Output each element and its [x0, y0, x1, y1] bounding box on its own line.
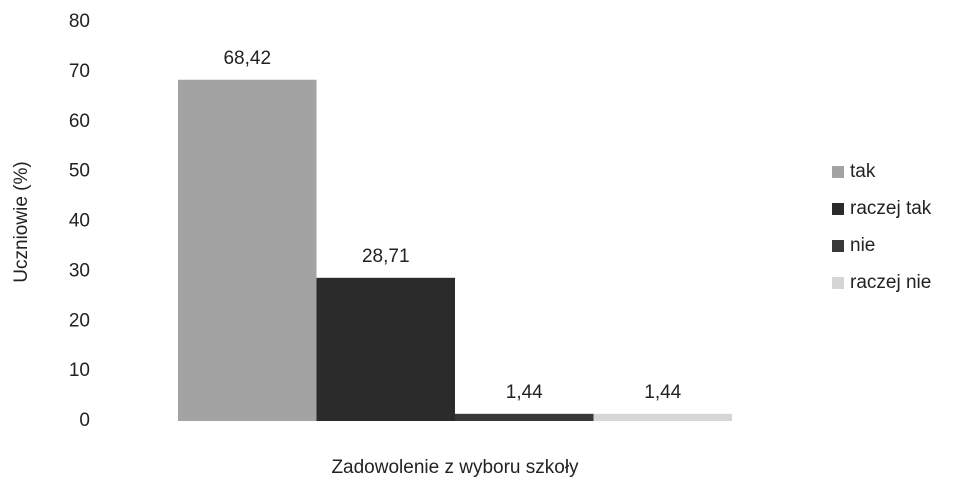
y-tick-label: 80	[69, 11, 90, 32]
bar	[316, 277, 455, 421]
y-tick-label: 50	[69, 161, 90, 182]
y-tick-label: 70	[69, 61, 90, 82]
value-label: 28,71	[362, 246, 410, 267]
y-tick-label: 60	[69, 111, 90, 132]
bar	[178, 79, 317, 421]
y-axis-label: Uczniowie (%)	[11, 161, 32, 282]
y-tick-label: 20	[69, 310, 90, 331]
legend-swatch	[832, 240, 844, 252]
legend-swatch	[832, 277, 844, 289]
legend-label: raczej nie	[850, 272, 931, 293]
value-label: 68,42	[223, 48, 271, 69]
y-tick-label: 40	[69, 211, 90, 232]
y-tick-label: 30	[69, 260, 90, 281]
legend-label: nie	[850, 235, 875, 256]
y-tick-label: 0	[79, 410, 90, 431]
bar	[593, 413, 732, 421]
x-axis-label: Zadowolenie z wyboru szkoły	[331, 457, 579, 478]
value-label: 1,44	[506, 382, 543, 403]
legend-label: raczej tak	[850, 198, 932, 219]
legend-label: tak	[850, 161, 876, 182]
y-tick-label: 10	[69, 360, 90, 381]
bar	[455, 413, 594, 421]
legend-swatch	[832, 203, 844, 215]
legend-swatch	[832, 166, 844, 178]
value-label: 1,44	[644, 382, 681, 403]
